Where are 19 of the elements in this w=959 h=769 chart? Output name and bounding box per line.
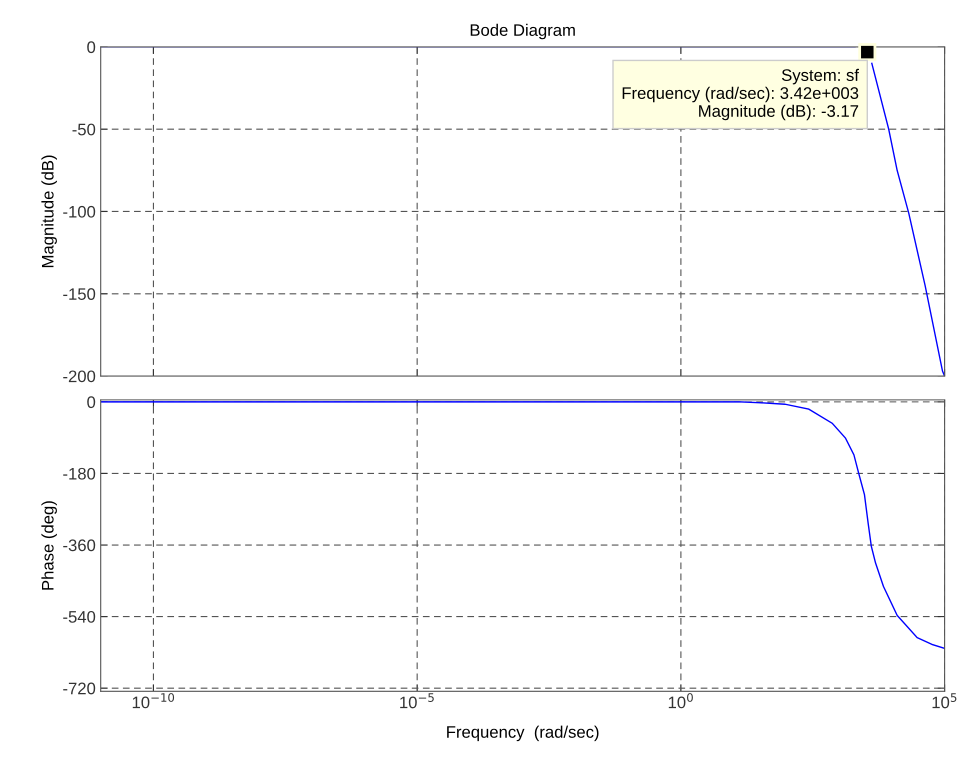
y-tick-label: 0: [87, 41, 96, 54]
y-tick-label: 0: [87, 396, 96, 408]
y-tick-label: -180: [63, 468, 96, 480]
x-tick-label: 10$^{5}$: [932, 693, 956, 708]
chart-title: Bode Diagram: [470, 24, 575, 40]
x-tick-label: 10$^{−5}$: [400, 693, 434, 708]
y-tick-label: -50: [72, 124, 96, 136]
x-tick-label: 10$^{−10}$: [132, 693, 174, 708]
y-axis-title: Phase (deg): [41, 501, 57, 590]
x-tick-label: 10$^{0}$: [668, 693, 693, 708]
y-axis-title: Magnitude (dB): [41, 156, 57, 268]
y-tick-label: -200: [63, 370, 96, 382]
y-tick-label: -720: [63, 682, 96, 694]
y-tick-label: -360: [63, 539, 96, 552]
y-tick-label: -100: [63, 206, 96, 218]
y-tick-label: -150: [63, 288, 96, 300]
annotation: System: sf Frequency (rad/sec): 3.42e+003 Magnitude (dB): -3.17: [622, 68, 859, 120]
y-tick-label: -540: [63, 610, 96, 623]
x-axis-title: Frequency (rad/sec): [447, 726, 599, 742]
